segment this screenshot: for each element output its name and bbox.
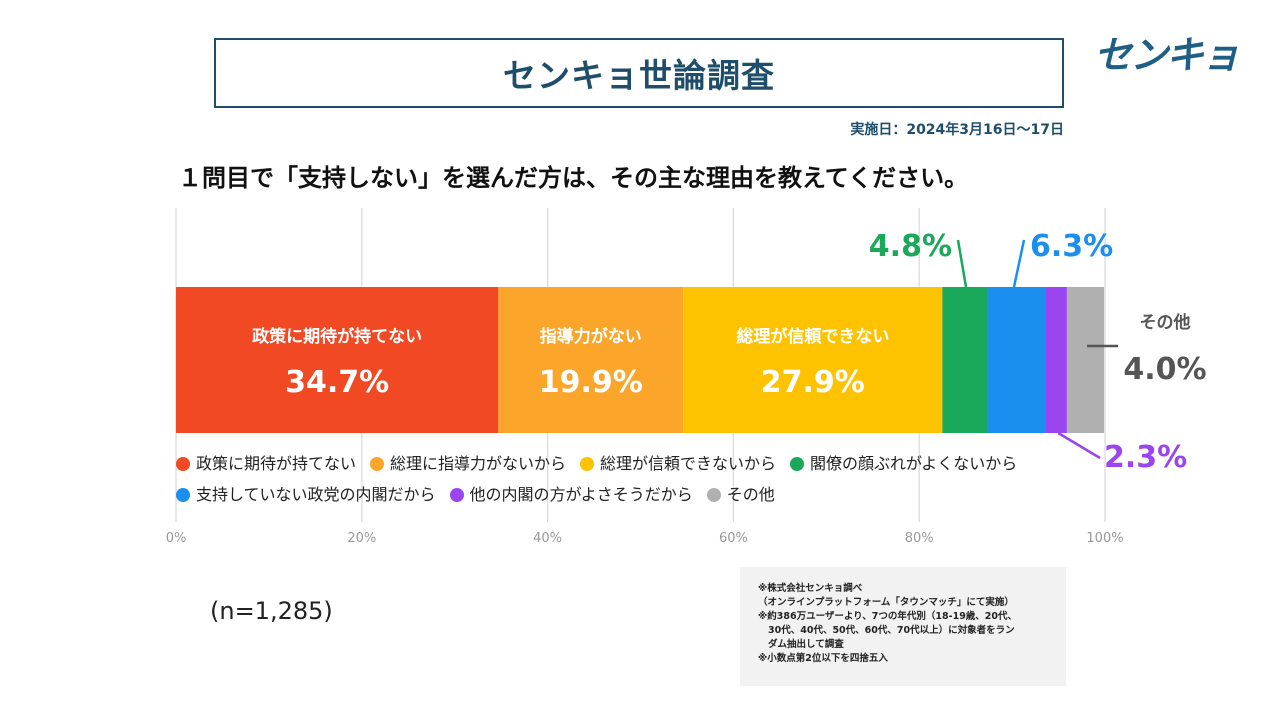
- bar-segment: [498, 287, 684, 433]
- x-tick-label: 80%: [905, 531, 934, 546]
- legend-item: 総理が信頼できないから: [580, 448, 776, 479]
- legend: 政策に期待が持てない 総理に指導力がないから 総理が信頼できないから 閣僚の顔ぶれがよ…: [176, 448, 1116, 510]
- data-label: 19.9%: [539, 365, 643, 400]
- x-tick-label: 100%: [1086, 531, 1123, 546]
- note-line: ※株式会社センキョ調べ: [758, 583, 863, 594]
- callout-line: [956, 239, 968, 288]
- bar-segment: [1045, 287, 1067, 433]
- stacked-bar-chart: 政策に期待が持てない 34.7% 指導力がない 19.9% 総理が信頼できない 27.9%…: [166, 208, 1207, 546]
- brand-logo: センキョ: [1094, 33, 1240, 72]
- x-tick-label: 40%: [533, 531, 562, 546]
- legend-label: その他: [726, 485, 775, 504]
- bar-segments: 政策に期待が持てない 34.7% 指導力がない 19.9% 総理が信頼できない 27.9%: [176, 287, 1105, 433]
- legend-item: 総理に指導力がないから: [370, 448, 566, 479]
- legend-swatch: [706, 487, 721, 502]
- note-line: 30代、40代、50代、60代、70代以上）に対象者をラン: [768, 625, 1015, 636]
- data-label: 34.7%: [285, 365, 389, 400]
- legend-item: 他の内閣の方がよさそうだから: [449, 479, 693, 510]
- bar-segment: [987, 287, 1046, 433]
- legend-label: 他の内閣の方がよさそうだから: [469, 485, 693, 504]
- data-label: 4.0%: [1123, 352, 1206, 387]
- callout-line: [1012, 239, 1026, 288]
- callout-labels: 4.8% 6.3% 2.3% その他 4.0%: [869, 229, 1207, 475]
- legend-row: 政策に期待が持てない 総理に指導力がないから 総理が信頼できないから 閣僚の顔ぶれがよ…: [176, 448, 1116, 479]
- legend-label: 閣僚の顔ぶれがよくないから: [810, 454, 1018, 473]
- data-label: 27.9%: [761, 365, 865, 400]
- data-label: 6.3%: [1030, 229, 1113, 264]
- legend-swatch: [790, 456, 805, 471]
- note-line: ※約386万ユーザーより、7つの年代別（18-19歳、20代、: [758, 611, 1018, 622]
- legend-item: 閣僚の顔ぶれがよくないから: [790, 448, 1017, 479]
- note-line: （オンラインプラットフォーム「タウンマッチ」にて実施）: [758, 597, 1014, 608]
- axis-ticks: 0% 20% 40% 60% 80% 100%: [166, 531, 1124, 546]
- legend-swatch: [449, 487, 464, 502]
- bar-segment: [1066, 287, 1105, 433]
- x-tick-label: 60%: [719, 531, 748, 546]
- legend-swatch: [370, 456, 385, 471]
- callout-line: [1057, 431, 1101, 460]
- data-label: 2.3%: [1104, 440, 1187, 475]
- note-line: ※小数点第2位以下を四捨五入: [758, 653, 888, 664]
- segment-category-label: その他: [1140, 312, 1191, 333]
- legend-item: 支持していない政党の内閣だから: [176, 479, 436, 510]
- legend-row: 支持していない政党の内閣だから 他の内閣の方がよさそうだから その他: [176, 479, 1116, 510]
- page-title: センキョ世論調査: [503, 56, 775, 95]
- bar-segment: [683, 287, 943, 433]
- legend-label: 総理に指導力がないから: [390, 454, 567, 473]
- bar-segment: [942, 287, 988, 433]
- legend-swatch: [176, 456, 190, 471]
- x-tick-label: 0%: [166, 531, 187, 546]
- notes-box: ※株式会社センキョ調べ （オンラインプラットフォーム「タウンマッチ」にて実施） …: [740, 567, 1066, 686]
- title-box: センキョ世論調査: [214, 38, 1064, 108]
- legend-swatch: [580, 456, 595, 471]
- legend-label: 政策に期待が持てない: [196, 454, 357, 473]
- legend-item: その他: [706, 479, 775, 510]
- legend-label: 支持していない政党の内閣だから: [196, 485, 436, 504]
- legend-swatch: [176, 487, 190, 502]
- segment-category-label: 指導力がない: [540, 326, 642, 347]
- bar-segment: [176, 287, 499, 433]
- legend-item: 政策に期待が持てない: [176, 448, 356, 479]
- segment-category-label: 政策に期待が持てない: [252, 326, 422, 347]
- x-tick-label: 20%: [347, 531, 376, 546]
- note-line: ダム抽出して調査: [768, 639, 844, 650]
- legend-label: 総理が信頼できないから: [600, 454, 777, 473]
- segment-category-label: 総理が信頼できない: [736, 326, 889, 347]
- sample-size: (n=1,285): [210, 597, 333, 625]
- survey-date: 実施日：2024年3月16日〜17日: [850, 122, 1064, 138]
- question-text: １問目で「支持しない」を選んだ方は、その主な理由を教えてください。: [178, 164, 969, 192]
- data-label: 4.8%: [869, 229, 952, 264]
